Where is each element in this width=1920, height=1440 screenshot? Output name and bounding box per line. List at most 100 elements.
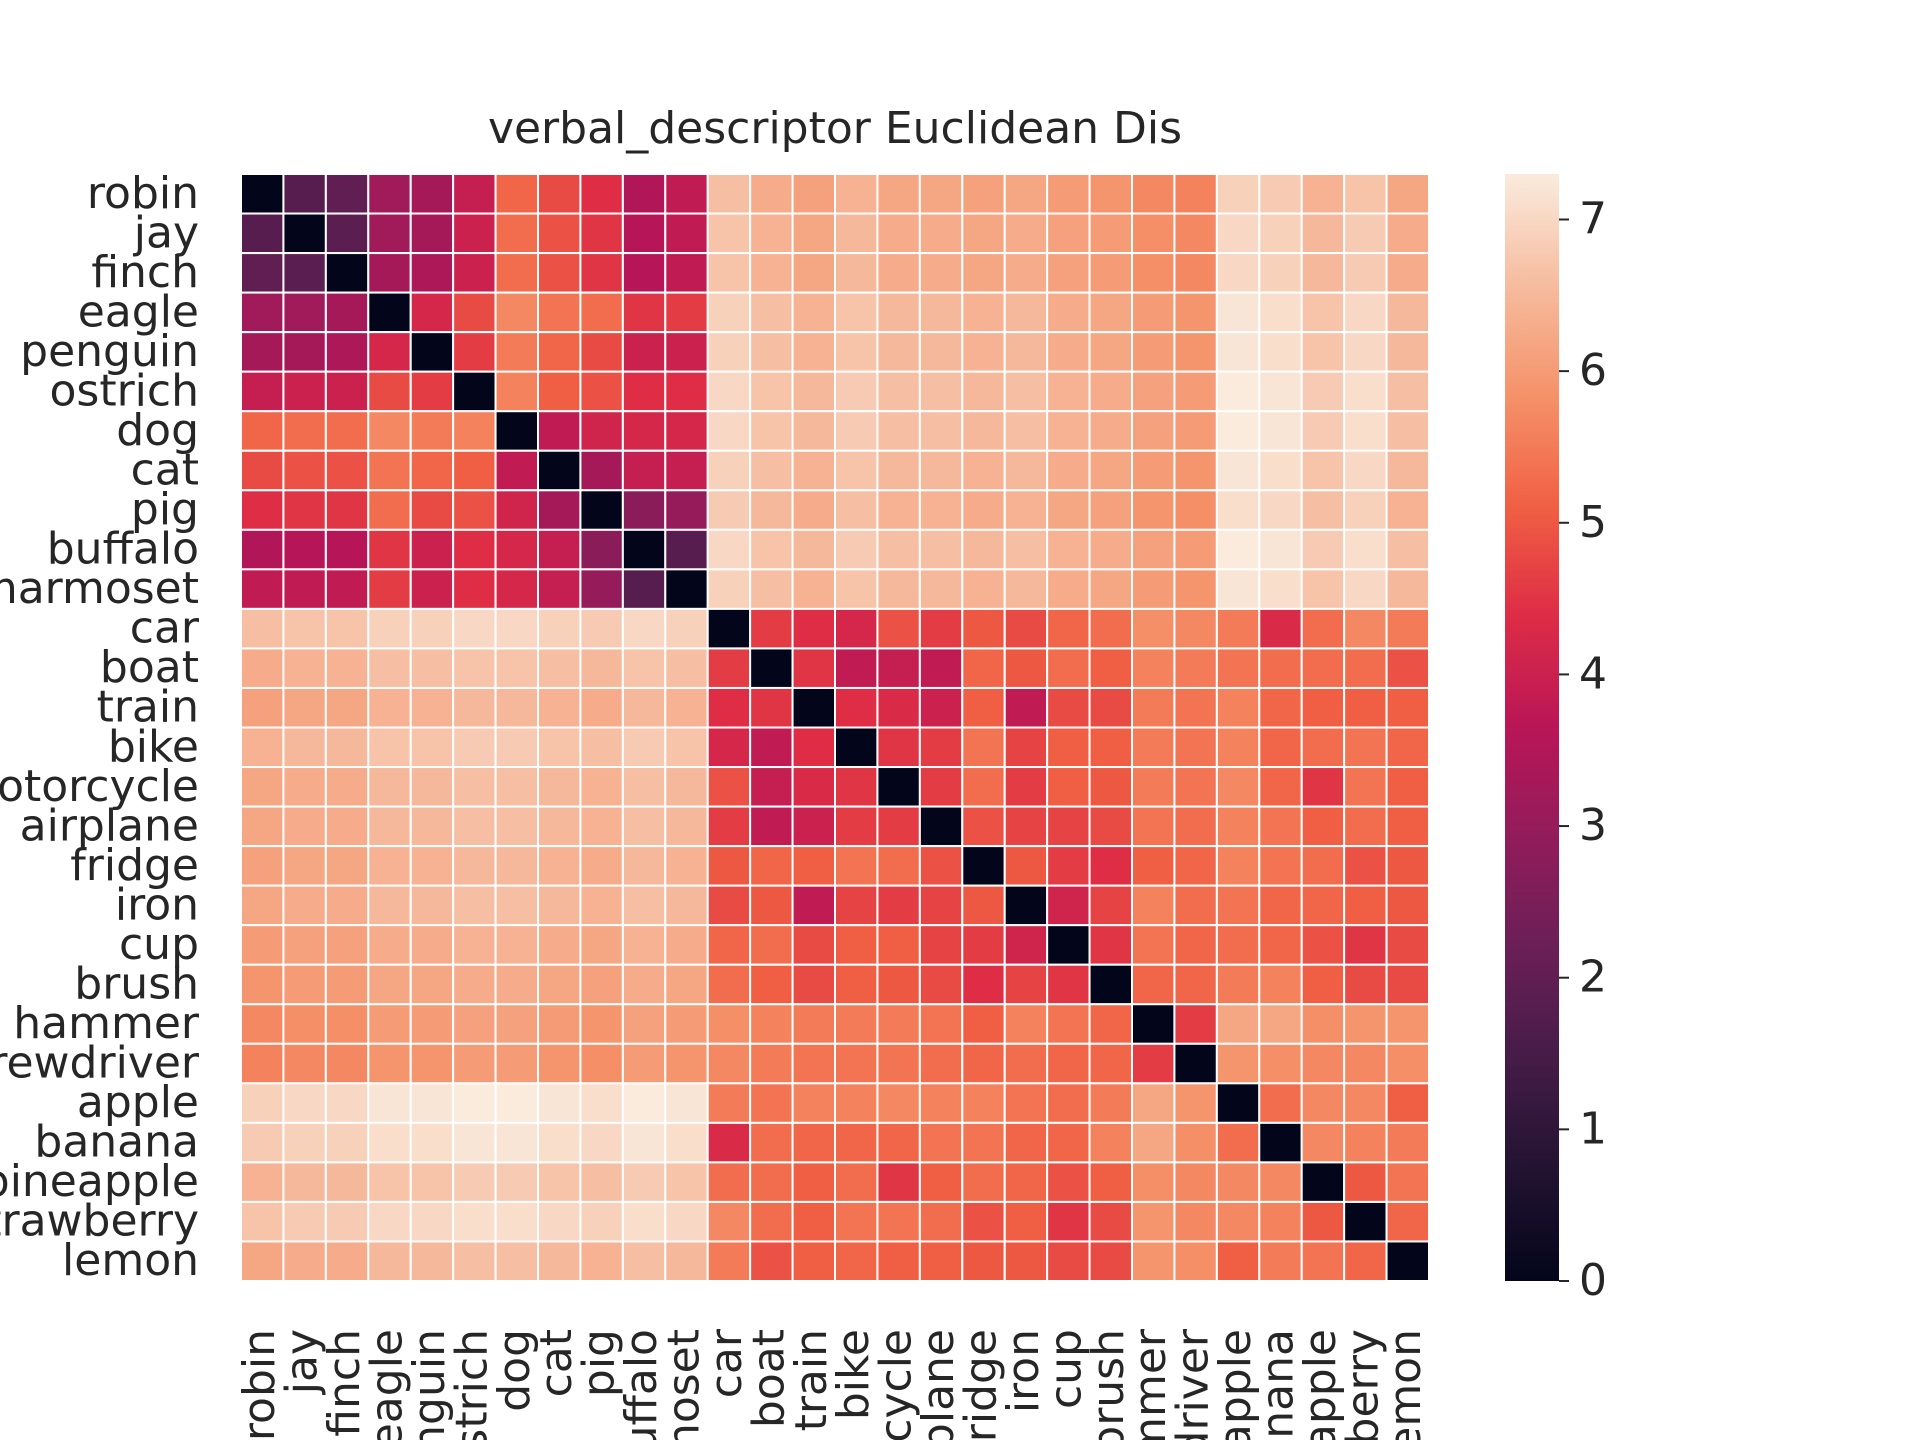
heatmap-cell: [1003, 1121, 1049, 1164]
heatmap-cell: [749, 845, 794, 887]
heatmap-cell: [452, 963, 497, 1006]
heatmap-cell: [579, 924, 624, 966]
x-tick-label: car: [701, 1328, 752, 1398]
heatmap-cell: [282, 1121, 327, 1164]
heatmap-cell: [1173, 291, 1218, 334]
heatmap-cell: [791, 1003, 836, 1045]
heatmap-cell: [452, 1121, 497, 1164]
heatmap-cell: [1343, 528, 1388, 571]
heatmap-cell: [1088, 607, 1133, 650]
heatmap-cell: [1385, 1161, 1430, 1203]
heatmap-cell: [961, 1042, 1006, 1085]
heatmap-cell: [664, 410, 709, 452]
heatmap-cell: [579, 1121, 624, 1164]
heatmap-cell: [1385, 647, 1430, 689]
heatmap-cell: [282, 1240, 327, 1282]
heatmap-cell: [452, 924, 497, 966]
heatmap-cell: [1343, 331, 1388, 373]
heatmap-cell: [494, 568, 540, 610]
heatmap-cell: [621, 686, 667, 729]
heatmap-cell: [1300, 1082, 1346, 1124]
heatmap-cell: [579, 963, 624, 1006]
heatmap-cell: [240, 647, 285, 689]
heatmap-cell: [1003, 291, 1049, 334]
heatmap-cell: [1173, 686, 1218, 729]
heatmap-cell: [1258, 410, 1303, 452]
heatmap-cell: [1215, 1161, 1261, 1203]
heatmap-cell: [452, 845, 497, 887]
heatmap-cell: [1173, 173, 1218, 215]
heatmap-cell: [1385, 173, 1430, 215]
heatmap-cell: [1300, 805, 1346, 848]
heatmap-cell: [1258, 726, 1303, 769]
heatmap-cell: [324, 1240, 370, 1282]
chart-title: verbal_descriptor Euclidean Dis: [488, 103, 1182, 154]
heatmap-cell: [324, 1082, 370, 1124]
heatmap-cell: [918, 1240, 964, 1282]
y-tick-label: fridge: [70, 840, 199, 891]
heatmap-cell: [1046, 647, 1091, 689]
heatmap-cell: [749, 805, 794, 848]
heatmap-cell: [367, 291, 412, 334]
heatmap-cell: [494, 924, 540, 966]
heatmap-cell: [834, 1200, 879, 1243]
heatmap-cell: [1131, 449, 1176, 492]
x-tick-label: robin: [234, 1329, 285, 1440]
x-tick-label: dog: [489, 1329, 540, 1412]
heatmap-cell: [706, 331, 752, 373]
heatmap-cell: [1046, 528, 1091, 571]
heatmap-cell: [1088, 1161, 1133, 1203]
heatmap-cell: [1131, 410, 1176, 452]
heatmap-cell: [1300, 686, 1346, 729]
heatmap-cell: [876, 212, 921, 255]
heatmap-cell: [791, 766, 836, 808]
heatmap-cell: [706, 845, 752, 887]
heatmap-cell: [1003, 1240, 1049, 1282]
heatmap-cell: [918, 647, 964, 689]
heatmap-cell: [1300, 291, 1346, 334]
heatmap-cell: [918, 845, 964, 887]
colorbar-tick-label: 5: [1579, 497, 1607, 548]
heatmap-cell: [791, 1042, 836, 1085]
heatmap-cell: [961, 410, 1006, 452]
heatmap-cell: [1088, 766, 1133, 808]
heatmap-cell: [1343, 924, 1388, 966]
y-tick-label: buffalo: [47, 524, 199, 575]
heatmap-cell: [1215, 291, 1261, 334]
heatmap-cell: [367, 489, 412, 531]
heatmap-cell: [876, 252, 921, 294]
heatmap-cell: [749, 291, 794, 334]
heatmap-cell: [282, 291, 327, 334]
heatmap-cell: [537, 291, 582, 334]
heatmap-cell: [706, 370, 752, 413]
x-tick-label: iron: [998, 1329, 1049, 1413]
heatmap-cell: [791, 845, 836, 887]
x-tick-label: fridge: [956, 1329, 1007, 1440]
heatmap-cell: [1046, 766, 1091, 808]
heatmap-cell: [1343, 410, 1388, 452]
y-tick-label: penguin: [20, 326, 199, 377]
y-tick-label: ostrich: [50, 365, 200, 416]
heatmap-cell: [791, 726, 836, 769]
heatmap-cell: [240, 1240, 285, 1282]
heatmap-cell: [494, 1003, 540, 1045]
heatmap-cell: [452, 647, 497, 689]
heatmap-cell: [664, 766, 709, 808]
heatmap-cell: [918, 173, 964, 215]
heatmap-cell: [1131, 568, 1176, 610]
heatmap-cell: [1173, 370, 1218, 413]
heatmap-cell: [367, 1200, 412, 1243]
heatmap-cell: [537, 1042, 582, 1085]
heatmap-cell: [706, 1042, 752, 1085]
heatmap-cell: [1258, 805, 1303, 848]
heatmap-cell: [324, 726, 370, 769]
heatmap-cell: [240, 924, 285, 966]
heatmap-cell: [791, 1200, 836, 1243]
heatmap-cell: [876, 1082, 921, 1124]
heatmap-cell: [494, 489, 540, 531]
x-tick-label: finch: [319, 1329, 370, 1437]
heatmap-cell: [918, 1042, 964, 1085]
x-tick-label: train: [786, 1329, 837, 1431]
heatmap-cell: [918, 686, 964, 729]
heatmap-cell: [324, 212, 370, 255]
